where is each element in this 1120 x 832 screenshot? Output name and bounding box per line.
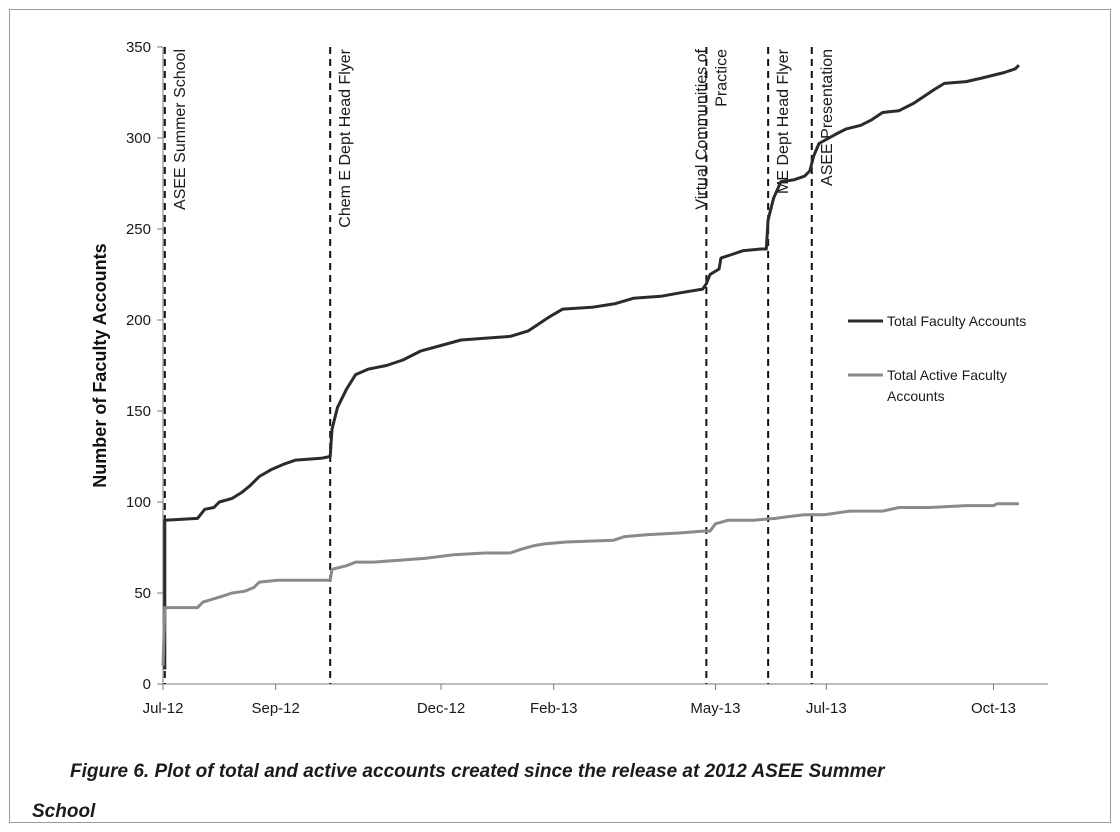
x-tick-label: Jul-13: [806, 700, 847, 717]
annotation-label: ME Dept Head Flyer: [775, 48, 792, 194]
y-tick-label: 150: [126, 403, 151, 420]
x-tick-label: Jul-12: [143, 700, 184, 717]
x-tick-label: Oct-13: [971, 700, 1016, 717]
y-tick-label: 0: [143, 676, 151, 693]
annotation-label: ASEE Summer School: [172, 49, 189, 210]
x-tick-label: Sep-12: [251, 700, 299, 717]
annotation-label: Practice: [713, 49, 730, 107]
series-line-total-faculty: [163, 64, 1020, 670]
y-tick-label: 100: [126, 494, 151, 511]
legend-label: Total Active Faculty: [887, 367, 1007, 383]
y-tick-label: 200: [126, 312, 151, 329]
y-tick-label: 50: [134, 585, 151, 602]
y-tick-label: 300: [126, 130, 151, 147]
y-axis-label: Number of Faculty Accounts: [90, 243, 110, 487]
annotation-label: Virtual Communities of: [693, 48, 710, 209]
series-line-active-faculty: [161, 502, 1019, 666]
x-tick-label: Feb-13: [530, 700, 578, 717]
legend-label: Total Faculty Accounts: [887, 313, 1026, 329]
axes: 0 50 100 150 200 250 300 350 Jul-12 Sep-12 Dec-12 F…: [90, 39, 1048, 717]
figure-caption: Figure 6. Plot of total and active accou…: [32, 752, 1112, 832]
annotation-label: ASEE Presentation: [819, 49, 836, 186]
x-tick-label: May-13: [690, 700, 740, 717]
y-tick-label: 250: [126, 221, 151, 238]
legend: Total Faculty Accounts Total Active Facul…: [848, 313, 1026, 404]
series-lines: [161, 64, 1020, 670]
event-annotations: ASEE Summer School Chem E Dept Head Flyer…: [163, 47, 836, 684]
y-tick-label: 350: [126, 39, 151, 56]
line-chart: 0 50 100 150 200 250 300 350 Jul-12 Sep-12 Dec-12 F…: [90, 39, 1048, 717]
legend-label: Accounts: [887, 388, 945, 404]
caption-line-2: School: [32, 801, 96, 822]
x-tick-label: Dec-12: [417, 700, 465, 717]
figure-frame: 0 50 100 150 200 250 300 350 Jul-12 Sep-12 Dec-12 F…: [9, 9, 1111, 823]
caption-line-1: Figure 6. Plot of total and active accou…: [70, 761, 885, 782]
annotation-label: Chem E Dept Head Flyer: [337, 48, 354, 227]
